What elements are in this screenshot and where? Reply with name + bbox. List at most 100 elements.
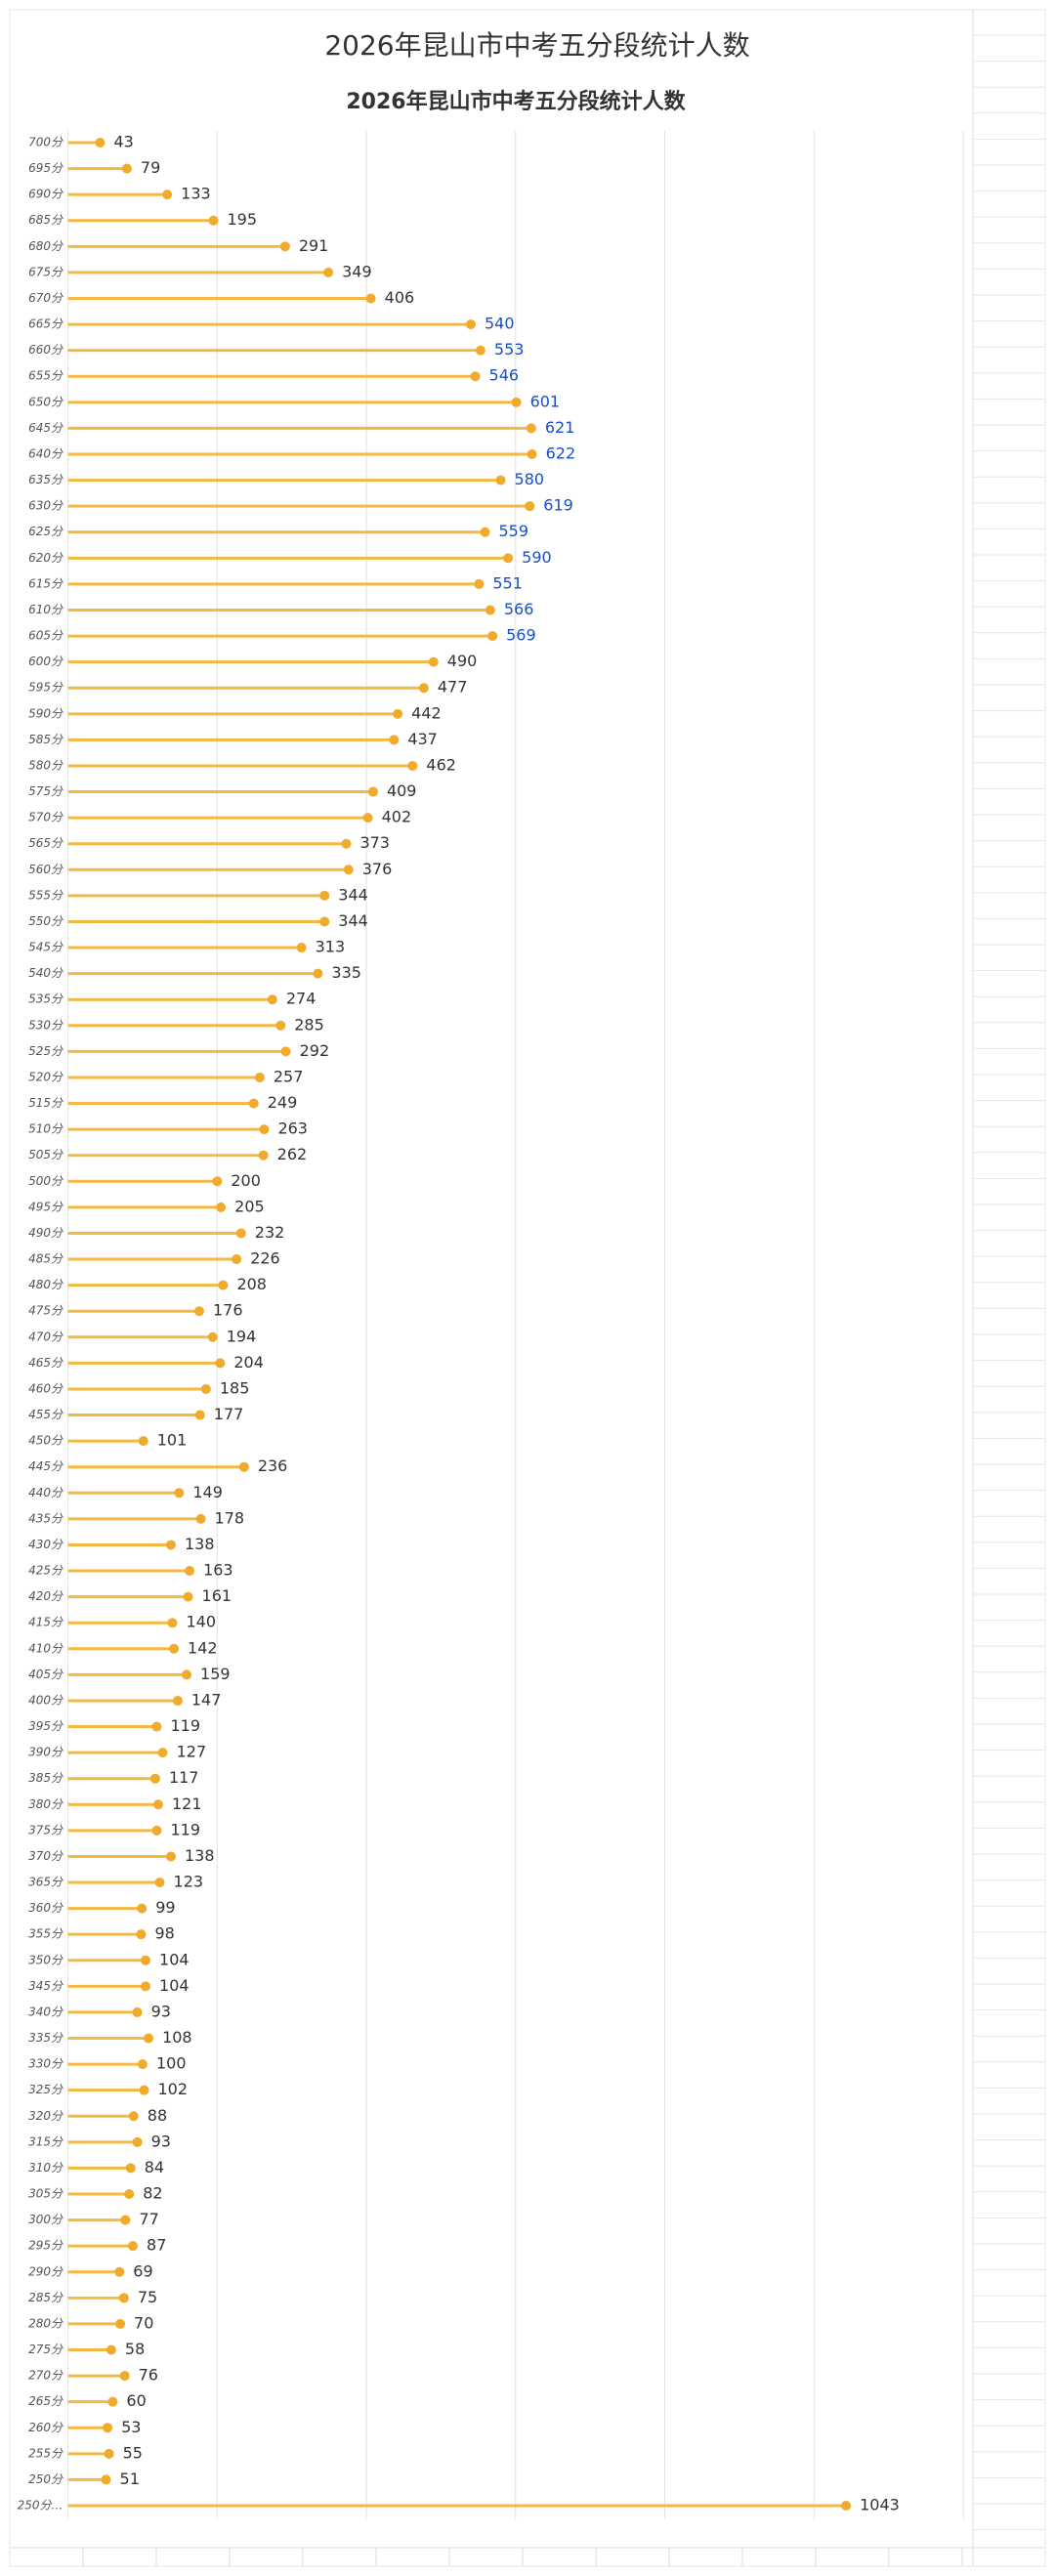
dot [215, 1358, 226, 1369]
value-label: 60 [126, 2391, 146, 2410]
value-label: 540 [485, 315, 515, 333]
dot [157, 1748, 168, 1758]
value-label: 88 [148, 2106, 167, 2125]
y-tick-label: 665分 [28, 317, 63, 331]
dot [144, 2033, 154, 2044]
value-label: 161 [202, 1586, 232, 1605]
y-tick-label: 510分 [28, 1122, 63, 1136]
dot [296, 943, 307, 953]
y-tick-label: 695分 [28, 161, 63, 175]
value-label: 208 [236, 1275, 267, 1293]
dot [407, 760, 418, 771]
value-label: 43 [113, 133, 133, 151]
value-label: 553 [494, 340, 525, 359]
y-tick-label: 435分 [28, 1511, 63, 1525]
dot [235, 1228, 246, 1239]
value-label: 142 [188, 1638, 218, 1657]
y-tick-label: 680分 [28, 239, 63, 253]
value-label: 344 [338, 885, 368, 904]
value-label: 138 [185, 1535, 215, 1553]
dot [119, 2371, 130, 2382]
value-label: 163 [203, 1561, 233, 1580]
y-tick-label: 495分 [28, 1200, 63, 1213]
dot [208, 215, 219, 226]
value-label: 580 [515, 470, 545, 488]
value-label: 55 [123, 2443, 143, 2462]
y-tick-label: 565分 [28, 836, 63, 850]
y-tick-label: 530分 [28, 1018, 63, 1032]
value-label: 121 [172, 1795, 202, 1813]
value-label: 442 [411, 703, 442, 722]
y-tick-label: 285分 [28, 2291, 63, 2304]
value-label: 100 [156, 2054, 187, 2073]
y-tick-label: 575分 [28, 784, 63, 798]
y-tick-label: 395分 [28, 1719, 63, 1733]
y-tick-label: 535分 [28, 992, 63, 1006]
value-label: 123 [174, 1873, 204, 1891]
value-label: 159 [200, 1665, 231, 1683]
y-tick-label: 250分... [18, 2499, 63, 2513]
dot [238, 1461, 249, 1472]
value-label: 93 [151, 2002, 171, 2020]
value-label: 559 [498, 522, 528, 540]
y-tick-label: 320分 [28, 2109, 63, 2123]
value-label: 178 [215, 1508, 245, 1527]
y-tick-label: 375分 [28, 1823, 63, 1837]
y-tick-label: 250分 [28, 2472, 63, 2486]
value-label: 77 [139, 2210, 158, 2228]
value-label: 313 [316, 938, 346, 956]
dot [495, 475, 506, 486]
y-tick-label: 455分 [28, 1408, 63, 1421]
value-label: 274 [286, 990, 316, 1008]
y-tick-label: 685分 [28, 213, 63, 227]
value-label: 226 [250, 1249, 280, 1268]
value-label: 402 [382, 808, 412, 826]
value-label: 138 [185, 1846, 215, 1865]
dot [470, 371, 481, 382]
value-label: 437 [407, 730, 438, 748]
y-tick-label: 355分 [28, 1927, 63, 1941]
dot [428, 656, 439, 667]
value-label: 257 [274, 1067, 304, 1085]
y-tick-label: 555分 [28, 888, 63, 902]
y-tick-label: 570分 [28, 811, 63, 824]
dot [104, 2448, 114, 2459]
value-label: 84 [145, 2158, 164, 2176]
dot [137, 1903, 148, 1914]
value-label: 147 [191, 1690, 222, 1709]
y-tick-label: 670分 [28, 291, 63, 305]
value-label: 69 [133, 2261, 152, 2280]
value-label: 601 [530, 392, 561, 410]
value-label: 262 [277, 1145, 308, 1163]
y-tick-label: 255分 [28, 2446, 63, 2460]
dot [343, 865, 354, 875]
dot [182, 1669, 192, 1680]
value-label: 205 [234, 1197, 265, 1215]
dot [106, 2344, 116, 2355]
value-label: 87 [147, 2236, 166, 2255]
y-tick-label: 460分 [28, 1381, 63, 1395]
dot [258, 1150, 269, 1161]
dot [125, 2163, 136, 2174]
dot [341, 838, 352, 849]
value-label: 622 [546, 443, 576, 462]
y-tick-label: 625分 [28, 525, 63, 538]
y-tick-label: 620分 [28, 551, 63, 565]
dot [95, 138, 106, 148]
y-tick-label: 585分 [28, 733, 63, 746]
y-tick-label: 690分 [28, 188, 63, 201]
value-label: 373 [359, 833, 390, 852]
value-label: 176 [213, 1301, 243, 1320]
dot [511, 397, 522, 407]
dot [167, 1618, 178, 1628]
dot [254, 1072, 265, 1082]
dot [120, 2215, 131, 2225]
dot [393, 708, 403, 719]
dot [103, 2423, 113, 2433]
value-label: 204 [233, 1353, 264, 1372]
dot [525, 501, 535, 512]
value-label: 349 [342, 262, 372, 280]
dot [101, 2474, 111, 2485]
value-label: 102 [157, 2080, 188, 2098]
dot [165, 1851, 176, 1862]
